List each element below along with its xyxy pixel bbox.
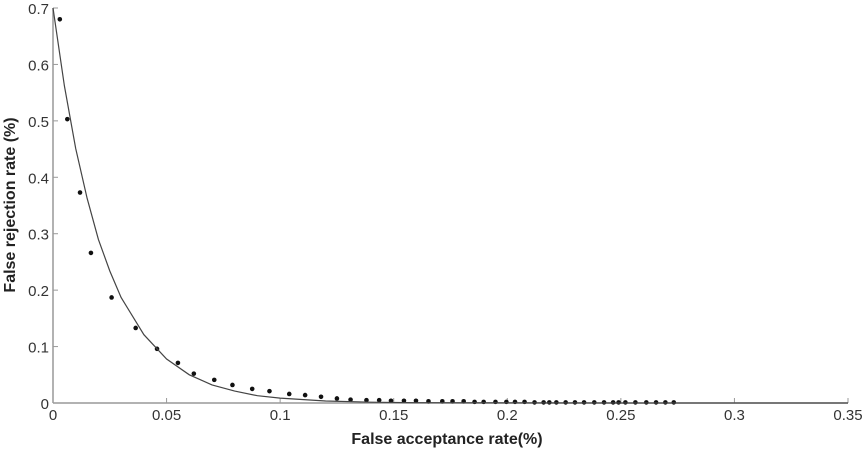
data-point (249, 386, 255, 392)
x-tick-label: 0.2 (497, 407, 518, 424)
x-tick-label: 0.15 (379, 407, 408, 424)
data-point (88, 250, 94, 256)
data-point (302, 392, 308, 398)
data-point (401, 398, 407, 404)
y-axis-label: False rejection rate (%) (2, 117, 19, 292)
fitted-curve (52, 7, 848, 404)
y-tick-label: 0.7 (28, 1, 49, 18)
y-tick-label: 0.6 (28, 57, 49, 74)
y-tick-label: 0.4 (28, 170, 49, 187)
data-point (175, 360, 181, 366)
data-point (109, 295, 114, 300)
data-point (77, 190, 83, 195)
data-point (364, 397, 369, 403)
x-tick-label: 0.3 (724, 407, 745, 424)
y-tick-label: 0.3 (28, 227, 49, 244)
data-point (376, 397, 382, 403)
data-point (267, 388, 272, 394)
y-tick-label: 0.5 (28, 114, 49, 131)
data-point (191, 371, 197, 376)
data-point (481, 399, 486, 405)
data-point (65, 116, 70, 122)
x-tick-label: 0.1 (270, 407, 291, 424)
data-point (57, 16, 63, 22)
data-point (334, 396, 340, 401)
y-tick-label: 0.1 (28, 340, 49, 357)
y-tick-label: 0.2 (28, 283, 49, 300)
data-point (286, 391, 292, 397)
data-point (348, 397, 353, 402)
y-tick-label: 0 (41, 396, 49, 413)
data-point (211, 377, 217, 383)
data-point (133, 325, 138, 331)
data-point (472, 399, 477, 405)
data-point (493, 399, 498, 405)
x-tick-label: 0.35 (833, 407, 862, 424)
data-point (230, 382, 235, 388)
x-axis-label: False acceptance rate(%) (351, 431, 542, 448)
x-tick-label: 0.05 (152, 407, 181, 424)
data-point (318, 394, 324, 400)
x-tick-label: 0.25 (606, 407, 635, 424)
x-tick-label: 0 (49, 407, 57, 424)
data-point (413, 398, 419, 404)
